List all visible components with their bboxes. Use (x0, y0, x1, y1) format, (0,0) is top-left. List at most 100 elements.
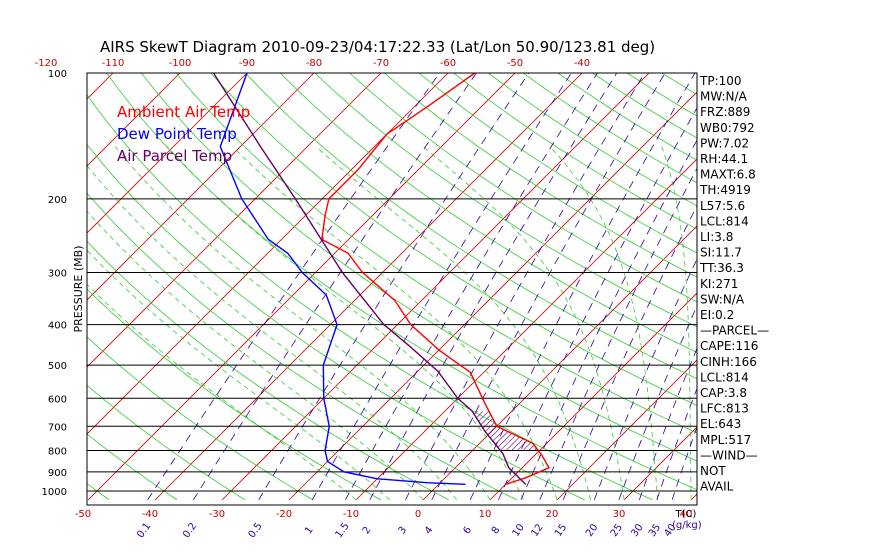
isotherm-line (221, 73, 650, 501)
plot-frame (86, 72, 698, 506)
index-text: TH:4919 (699, 183, 751, 197)
isotherm-line (87, 73, 248, 234)
mixing-ratio-label: 15 (553, 522, 569, 539)
index-text: PW:7.02 (700, 136, 749, 150)
dry-adiabat-line (348, 73, 697, 303)
top-temp-tick-label: -90 (239, 58, 255, 69)
dry-adiabat-line (279, 73, 697, 353)
bottom-temp-tick-label: 0 (415, 509, 421, 520)
index-text: MPL:517 (700, 433, 751, 447)
top-temp-tick-label: -40 (574, 58, 590, 69)
index-text: LFC:813 (700, 402, 749, 416)
index-text: SW:N/A (700, 292, 745, 306)
mixing-ratio-label: 0.5 (247, 521, 265, 540)
legend-entry: Ambient Air Temp (117, 103, 250, 121)
index-text: FRZ:889 (700, 105, 750, 119)
mixing-ratio-label: 1.5 (334, 521, 352, 540)
top-temp-tick-label: -110 (102, 58, 125, 69)
bottom-temp-tick-label: -20 (276, 509, 292, 520)
mixing-ratio-line (369, 73, 618, 501)
bottom-temp-tick-label: -30 (209, 509, 225, 520)
dry-adiabat-line (140, 73, 697, 462)
index-text: EL:643 (700, 417, 741, 431)
dry-adiabat-line (418, 73, 697, 254)
isotherm-line (422, 225, 697, 501)
bottom-temp-tick-label: 20 (546, 509, 559, 520)
mixing-ratio-line (469, 73, 696, 501)
mixing-ratio-label: 6 (461, 525, 474, 537)
top-temp-tick-label: -60 (440, 58, 456, 69)
mixing-ratio-label: 30 (629, 522, 645, 539)
index-text: NOT (700, 464, 726, 478)
dry-adiabat-line (796, 32, 870, 499)
top-temp-tick-label: -70 (373, 58, 389, 69)
isotherm-line (87, 73, 315, 301)
isotherm-line (87, 73, 382, 368)
mixing-ratio-label: 0.1 (135, 521, 153, 540)
dry-adiabat-line (87, 384, 246, 501)
index-text: CAPE:116 (700, 339, 758, 353)
dry-adiabat-line (87, 240, 450, 501)
mixing-ratio-line (345, 73, 598, 501)
moist-adiabat-line (315, 146, 592, 500)
pressure-tick-label: 900 (48, 468, 67, 479)
pressure-tick-label: 1000 (42, 487, 67, 498)
ambient-temp-line (321, 73, 551, 486)
mixing-ratio-line (147, 73, 440, 501)
index-text: TP:100 (699, 74, 742, 88)
isotherm-line (556, 359, 697, 501)
index-text: EI:0.2 (700, 308, 734, 322)
mixing-ratio-line (638, 347, 697, 500)
isotherm-line (0, 32, 20, 499)
bottom-temp-tick-label: 10 (479, 509, 492, 520)
mixing-ratio-line (593, 258, 697, 501)
index-text: KI:271 (700, 277, 738, 291)
chart-title: AIRS SkewT Diagram 2010-09-23/04:17:22.3… (100, 38, 655, 56)
dry-adiabat-line (175, 73, 697, 434)
mixing-ratio-label: 10 (511, 522, 527, 539)
dry-adiabat-line (829, 32, 870, 499)
top-temp-tick-label: -120 (35, 58, 58, 69)
dry-adiabat-line (87, 192, 517, 501)
pressure-tick-label: 600 (48, 394, 67, 405)
mixing-ratio-label: 35 (647, 522, 663, 539)
index-text: RH:44.1 (700, 152, 748, 166)
mixing-ratio-label: 4 (423, 525, 436, 537)
index-text: SI:11.7 (700, 246, 742, 260)
mixing-ratio-line (618, 304, 697, 500)
mixing-ratio-line (520, 139, 697, 501)
pressure-tick-label: 100 (48, 69, 67, 80)
mixing-ratio-label: 25 (609, 522, 625, 539)
isotherm-line (87, 73, 449, 435)
mixing-ratio-label: 8 (490, 525, 503, 537)
mixing-ratio-label: 12 (529, 522, 545, 539)
moist-adiabat-line (114, 146, 491, 501)
dry-adiabat-line (244, 73, 697, 380)
top-temp-tick-label: -80 (306, 58, 322, 69)
pressure-tick-label: 800 (48, 446, 67, 457)
mixing-ratio-line (258, 73, 530, 501)
dry-adiabat-line (210, 73, 697, 406)
index-text: AVAIL (700, 480, 734, 494)
dry-adiabat-line (87, 143, 585, 501)
dry-adiabat-line (764, 32, 870, 499)
dew-point-line (219, 73, 466, 486)
dry-adiabat-line (383, 73, 697, 278)
bottom-temp-tick-label: -50 (75, 509, 91, 520)
dry-adiabat-line (87, 288, 382, 501)
index-text: LCL:814 (700, 370, 749, 384)
bottom-temp-tick-label: -40 (142, 509, 158, 520)
mixing-ratio-line (671, 425, 697, 500)
dry-adiabat-line (87, 336, 314, 501)
dry-adiabat-line (87, 433, 178, 501)
y-axis-label: PRESSURE (MB) (72, 246, 85, 333)
isotherm-line (87, 73, 516, 501)
pressure-tick-label: 400 (48, 321, 67, 332)
index-text: LCL:814 (700, 214, 749, 228)
mixing-ratio-label: 2 (361, 525, 374, 537)
mixing-ratio-unit-label: (g/kg) (672, 520, 702, 531)
top-temp-tick-label: -50 (507, 58, 523, 69)
mixing-ratio-line (431, 73, 666, 501)
isotherm-line (489, 292, 697, 501)
